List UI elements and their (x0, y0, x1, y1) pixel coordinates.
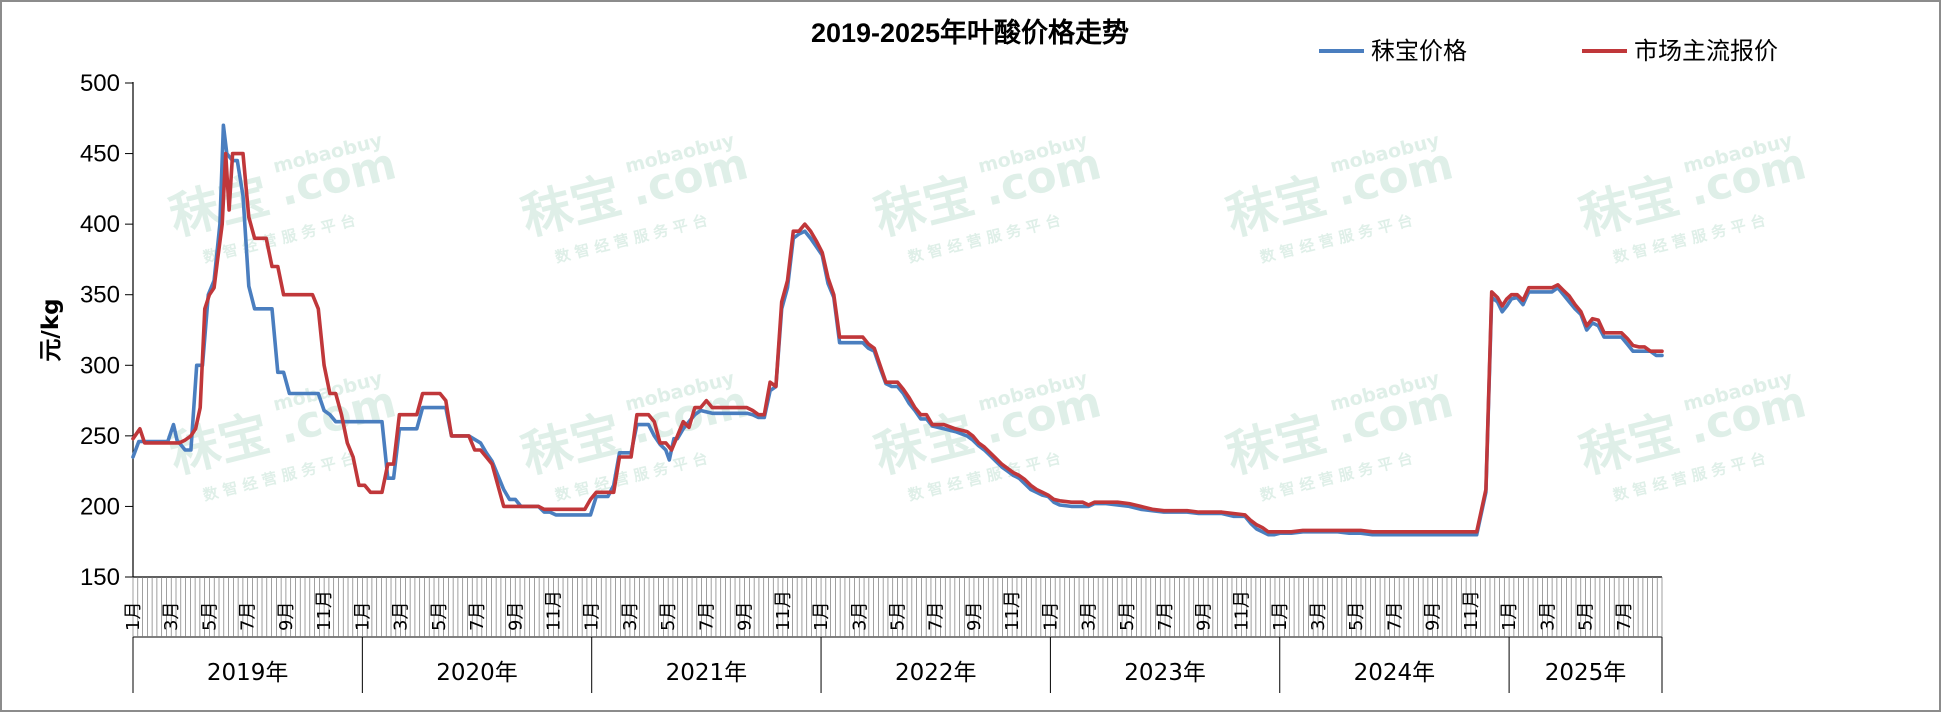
x-month-label: 5月 (888, 602, 909, 631)
y-tick-label: 300 (80, 352, 120, 379)
x-month-label: 7月 (926, 602, 947, 631)
series-layer (131, 123, 1664, 537)
x-month-label: 11月 (1002, 590, 1023, 631)
x-month-label: 5月 (1346, 602, 1367, 631)
x-month-label: 9月 (735, 602, 756, 631)
x-year-label: 2020年 (436, 660, 518, 686)
legend-label-mobao: 秣宝价格 (1371, 37, 1467, 65)
y-tick-label: 350 (80, 282, 120, 309)
y-tick-label: 200 (80, 493, 120, 520)
x-month-label: 1月 (1270, 602, 1291, 631)
x-month-label: 5月 (1576, 602, 1597, 631)
x-month-label: 1月 (352, 602, 373, 631)
y-tick-label: 250 (80, 423, 120, 450)
y-tick-label: 500 (80, 70, 120, 97)
x-month-label: 7月 (238, 602, 259, 631)
x-month-label: 11月 (1232, 590, 1253, 631)
x-month-label: 3月 (161, 602, 182, 631)
x-year-label: 2025年 (1545, 660, 1627, 686)
legend: 秣宝价格 市场主流报价 (1319, 37, 1778, 65)
x-month-label: 1月 (582, 602, 603, 631)
chart-title: 2019-2025年叶酸价格走势 (811, 17, 1129, 48)
x-month-label: 3月 (1079, 602, 1100, 631)
y-axis: 150 200 250 300 350 400 450 500 (80, 70, 134, 591)
x-year-label: 2022年 (895, 660, 977, 686)
x-month-label: 11月 (314, 590, 335, 631)
x-month-label: 9月 (276, 602, 297, 631)
x-month-label: 1月 (123, 602, 144, 631)
x-year-label: 2023年 (1124, 660, 1206, 686)
x-year-label: 2019年 (207, 660, 289, 686)
x-axis: 2019年 2020年 2021年 2022年 2023年 2024年 2025年 1月 3月 5… (123, 576, 1663, 693)
x-month-label: 5月 (199, 602, 220, 631)
x-month-label: 11月 (773, 590, 794, 631)
x-month-label: 7月 (1614, 602, 1635, 631)
y-tick-label: 400 (80, 211, 120, 238)
x-month-label: 7月 (1384, 602, 1405, 631)
x-month-label: 7月 (1155, 602, 1176, 631)
x-month-label: 11月 (1461, 590, 1482, 631)
x-month-label: 3月 (1308, 602, 1329, 631)
x-year-label: 2021年 (666, 660, 748, 686)
x-month-label: 5月 (429, 602, 450, 631)
series-line-mobao (131, 123, 1664, 537)
x-year-label: 2024年 (1354, 660, 1436, 686)
x-month-label: 9月 (505, 602, 526, 631)
x-month-label: 3月 (620, 602, 641, 631)
y-axis-label: 元/kg (38, 298, 64, 361)
legend-label-market: 市场主流报价 (1634, 37, 1778, 65)
y-tick-label: 450 (80, 141, 120, 168)
x-month-label: 3月 (391, 602, 412, 631)
x-month-label: 1月 (1040, 602, 1061, 631)
x-month-label: 1月 (1499, 602, 1520, 631)
x-month-label: 9月 (964, 602, 985, 631)
x-month-label: 9月 (1193, 602, 1214, 631)
x-month-label: 9月 (1423, 602, 1444, 631)
x-month-label: 3月 (1537, 602, 1558, 631)
x-month-label: 5月 (658, 602, 679, 631)
x-month-label: 11月 (543, 590, 564, 631)
y-tick-label: 150 (80, 564, 120, 591)
x-month-label: 7月 (467, 602, 488, 631)
x-month-label: 7月 (696, 602, 717, 631)
x-month-label: 3月 (849, 602, 870, 631)
series-line-market (131, 151, 1664, 534)
x-month-label: 5月 (1117, 602, 1138, 631)
x-month-label: 1月 (811, 602, 832, 631)
